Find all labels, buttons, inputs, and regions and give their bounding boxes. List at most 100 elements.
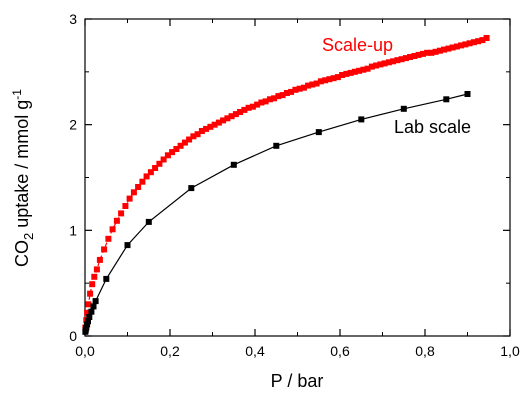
- x-tick-label: 0,6: [330, 343, 350, 359]
- data-point: [305, 82, 312, 89]
- data-point: [462, 41, 469, 48]
- data-point: [296, 85, 303, 92]
- data-point: [292, 86, 299, 93]
- data-point: [436, 47, 443, 54]
- x-tick-label: 0,8: [415, 343, 435, 359]
- y-axis-title-subscript: 2: [21, 233, 36, 240]
- series-scale-up: [82, 35, 490, 331]
- data-point: [300, 84, 307, 91]
- data-point: [181, 139, 188, 146]
- data-point: [428, 49, 435, 56]
- x-tick-label: 0,0: [75, 343, 95, 359]
- data-point: [152, 165, 159, 171]
- data-point: [466, 40, 473, 47]
- data-point: [232, 111, 239, 118]
- data-point: [145, 218, 152, 225]
- data-point: [105, 235, 112, 242]
- data-point: [245, 104, 252, 111]
- data-point: [169, 149, 176, 156]
- y-axis-title-middle: uptake / mmol g: [12, 100, 32, 233]
- data-point: [124, 242, 131, 249]
- data-point: [385, 59, 392, 66]
- data-point: [92, 298, 99, 305]
- data-point: [443, 96, 450, 103]
- x-tick-label: 1,0: [500, 343, 520, 359]
- data-point: [220, 117, 227, 124]
- data-point: [317, 78, 324, 85]
- data-point: [368, 63, 375, 70]
- data-point: [224, 115, 231, 122]
- data-point: [190, 133, 197, 140]
- data-point: [188, 185, 195, 192]
- data-point: [449, 44, 456, 51]
- data-point: [198, 128, 205, 134]
- data-point: [90, 303, 97, 310]
- data-point: [85, 318, 91, 325]
- data-point: [279, 92, 286, 99]
- data-point: [479, 37, 486, 44]
- data-point: [85, 301, 92, 308]
- y-tick-label: 2: [69, 117, 77, 133]
- y-tick-label: 1: [69, 222, 77, 238]
- data-point: [143, 173, 150, 180]
- data-point: [381, 60, 388, 67]
- data-point: [411, 53, 418, 59]
- x-axis-title: P / bar: [271, 371, 324, 391]
- data-point: [377, 61, 384, 68]
- data-point: [249, 103, 256, 110]
- data-point: [475, 38, 482, 45]
- data-point: [470, 39, 477, 46]
- data-point: [283, 90, 290, 96]
- data-point: [400, 105, 407, 112]
- data-point: [84, 309, 91, 316]
- series-layer: [82, 35, 490, 335]
- data-point: [343, 70, 350, 77]
- data-point: [453, 43, 460, 50]
- data-point: [373, 62, 380, 69]
- data-point: [415, 51, 422, 58]
- data-point: [86, 314, 93, 320]
- data-point: [364, 65, 371, 72]
- data-point: [237, 109, 244, 115]
- y-tick-label: 0: [69, 328, 77, 344]
- data-point: [156, 160, 163, 167]
- data-point: [83, 324, 90, 331]
- data-point: [84, 321, 91, 328]
- data-point: [309, 81, 316, 88]
- data-point: [334, 74, 341, 81]
- series-label-scale-up: Scale-up: [322, 35, 393, 55]
- data-point: [262, 98, 269, 105]
- data-point: [326, 76, 333, 83]
- data-point: [103, 275, 110, 282]
- y-axis-title-superscript: -1: [10, 89, 24, 100]
- data-point: [173, 146, 180, 152]
- data-point: [130, 189, 137, 196]
- data-point: [458, 42, 465, 49]
- data-point: [118, 210, 125, 217]
- data-point: [147, 169, 154, 176]
- data-point: [91, 273, 98, 280]
- data-point: [96, 256, 103, 263]
- data-point: [347, 69, 354, 76]
- data-point: [288, 88, 295, 95]
- data-point: [126, 195, 133, 202]
- data-point: [228, 113, 235, 120]
- data-point: [394, 57, 401, 64]
- data-point: [87, 290, 94, 297]
- data-point: [390, 58, 397, 65]
- data-point: [402, 55, 409, 62]
- data-point: [203, 125, 210, 132]
- data-point: [432, 48, 439, 55]
- data-point: [271, 95, 278, 102]
- data-point: [241, 106, 248, 113]
- data-point: [419, 50, 426, 57]
- data-point: [464, 91, 471, 97]
- data-point: [135, 184, 142, 190]
- data-point: [322, 77, 329, 84]
- x-tick-label: 0,4: [245, 343, 265, 359]
- data-point: [424, 49, 431, 56]
- axis-tick-labels: 0,0 0,2 0,4 0,6 0,8 1,0 0 1 2 3: [69, 11, 520, 359]
- data-point: [215, 119, 222, 126]
- data-point: [258, 99, 265, 106]
